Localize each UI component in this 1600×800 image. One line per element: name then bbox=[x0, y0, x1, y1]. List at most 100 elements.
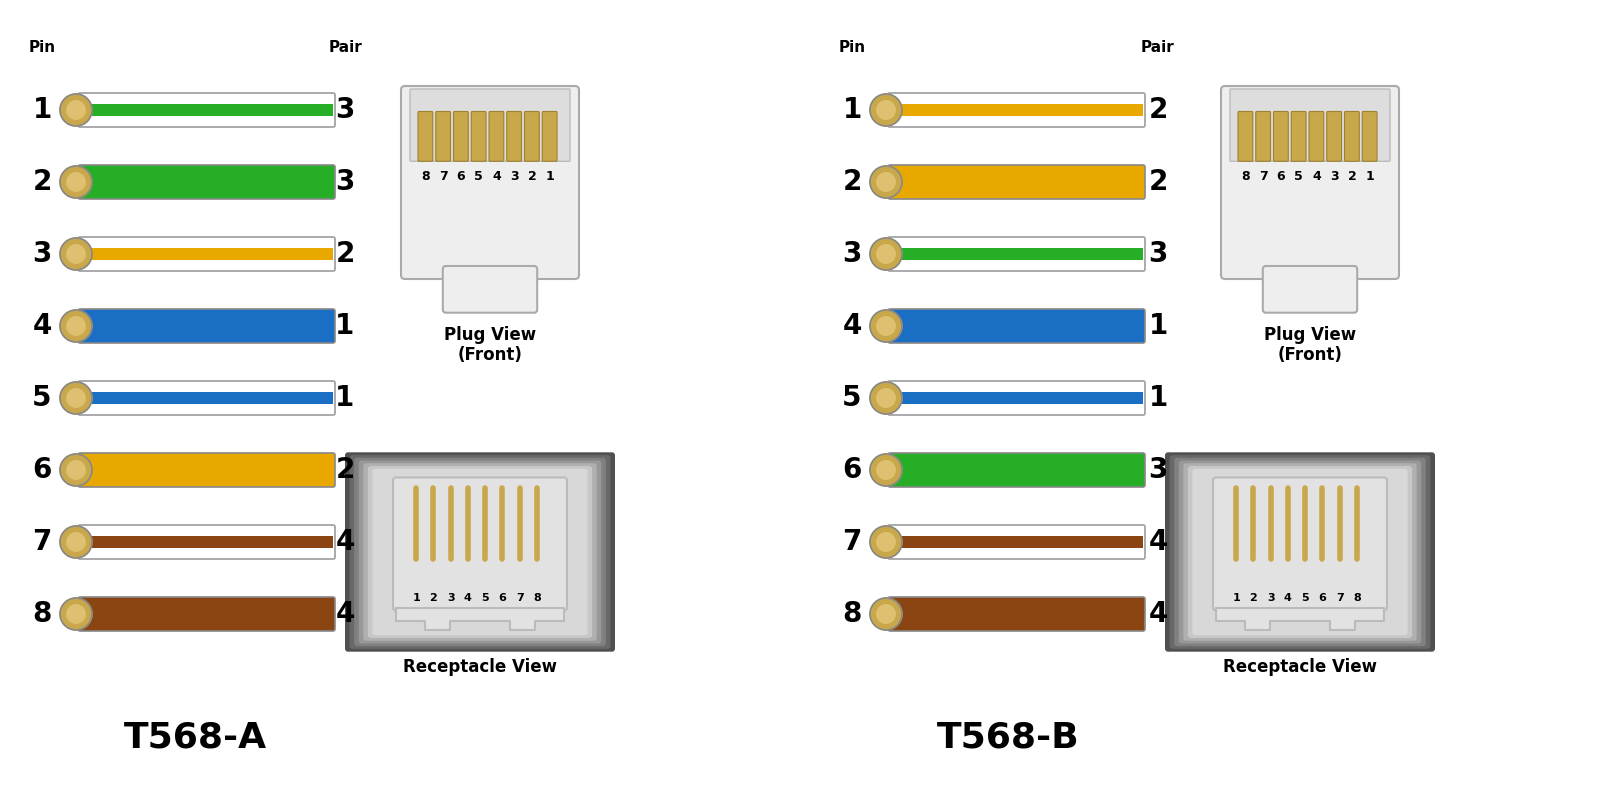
Text: 3: 3 bbox=[1330, 170, 1339, 182]
Text: 2: 2 bbox=[1149, 96, 1168, 124]
Text: Pair: Pair bbox=[1141, 40, 1174, 55]
FancyBboxPatch shape bbox=[1309, 111, 1323, 162]
Text: 6: 6 bbox=[456, 170, 466, 182]
FancyBboxPatch shape bbox=[1184, 463, 1416, 641]
FancyBboxPatch shape bbox=[525, 111, 539, 162]
Bar bbox=[890, 536, 1142, 548]
Circle shape bbox=[877, 317, 896, 335]
Text: 1: 1 bbox=[1232, 593, 1240, 602]
FancyBboxPatch shape bbox=[1238, 111, 1253, 162]
FancyBboxPatch shape bbox=[888, 597, 1146, 631]
Text: 7: 7 bbox=[842, 528, 862, 556]
Bar bbox=[80, 392, 333, 404]
Polygon shape bbox=[1216, 607, 1384, 630]
Text: 3: 3 bbox=[336, 96, 355, 124]
Text: 1: 1 bbox=[1365, 170, 1374, 182]
Text: 6: 6 bbox=[842, 456, 862, 484]
Text: 1: 1 bbox=[336, 312, 355, 340]
Text: 2: 2 bbox=[1347, 170, 1357, 182]
Text: Pair: Pair bbox=[328, 40, 362, 55]
Text: 3: 3 bbox=[446, 593, 454, 602]
Circle shape bbox=[61, 382, 93, 414]
Text: 4: 4 bbox=[1149, 600, 1168, 628]
Text: 8: 8 bbox=[421, 170, 430, 182]
Text: (Front): (Front) bbox=[1277, 346, 1342, 364]
Text: 4: 4 bbox=[493, 170, 501, 182]
FancyBboxPatch shape bbox=[368, 466, 592, 638]
Text: 3: 3 bbox=[32, 240, 51, 268]
FancyBboxPatch shape bbox=[363, 463, 597, 641]
Circle shape bbox=[67, 173, 85, 191]
FancyBboxPatch shape bbox=[78, 453, 334, 487]
Circle shape bbox=[67, 317, 85, 335]
FancyBboxPatch shape bbox=[410, 89, 570, 162]
Circle shape bbox=[61, 166, 93, 198]
FancyBboxPatch shape bbox=[490, 111, 504, 162]
Text: 5: 5 bbox=[482, 593, 490, 602]
Circle shape bbox=[870, 454, 902, 486]
Circle shape bbox=[61, 598, 93, 630]
FancyBboxPatch shape bbox=[888, 237, 1146, 271]
Text: Pin: Pin bbox=[29, 40, 56, 55]
FancyBboxPatch shape bbox=[472, 111, 486, 162]
FancyBboxPatch shape bbox=[888, 453, 1146, 487]
Text: 1: 1 bbox=[1149, 312, 1168, 340]
Circle shape bbox=[61, 454, 93, 486]
FancyBboxPatch shape bbox=[78, 309, 334, 343]
FancyBboxPatch shape bbox=[78, 165, 334, 199]
Text: 1: 1 bbox=[1149, 384, 1168, 412]
FancyBboxPatch shape bbox=[78, 597, 334, 631]
Circle shape bbox=[877, 461, 896, 479]
Text: 1: 1 bbox=[32, 96, 51, 124]
Text: 7: 7 bbox=[1259, 170, 1267, 182]
FancyBboxPatch shape bbox=[1230, 89, 1390, 162]
FancyBboxPatch shape bbox=[1362, 111, 1378, 162]
Text: 8: 8 bbox=[533, 593, 541, 602]
Circle shape bbox=[870, 166, 902, 198]
FancyBboxPatch shape bbox=[1213, 478, 1387, 610]
FancyBboxPatch shape bbox=[373, 469, 587, 635]
FancyBboxPatch shape bbox=[453, 111, 469, 162]
Text: 4: 4 bbox=[336, 600, 355, 628]
Circle shape bbox=[67, 461, 85, 479]
FancyBboxPatch shape bbox=[354, 458, 606, 646]
Text: Pin: Pin bbox=[838, 40, 866, 55]
FancyBboxPatch shape bbox=[78, 525, 334, 559]
Circle shape bbox=[877, 101, 896, 119]
Circle shape bbox=[67, 245, 85, 263]
FancyBboxPatch shape bbox=[358, 461, 602, 643]
Bar bbox=[890, 248, 1142, 260]
Text: 1: 1 bbox=[842, 96, 862, 124]
Circle shape bbox=[877, 173, 896, 191]
Text: 8: 8 bbox=[1354, 593, 1360, 602]
FancyBboxPatch shape bbox=[1291, 111, 1306, 162]
Text: T568-B: T568-B bbox=[936, 721, 1080, 755]
Text: 1: 1 bbox=[413, 593, 421, 602]
Text: 3: 3 bbox=[1149, 240, 1168, 268]
FancyBboxPatch shape bbox=[443, 266, 538, 313]
FancyBboxPatch shape bbox=[1344, 111, 1360, 162]
Circle shape bbox=[67, 101, 85, 119]
Text: 4: 4 bbox=[1149, 528, 1168, 556]
Polygon shape bbox=[397, 607, 563, 630]
FancyBboxPatch shape bbox=[1262, 266, 1357, 313]
Text: 4: 4 bbox=[32, 312, 51, 340]
Bar bbox=[80, 248, 333, 260]
Circle shape bbox=[61, 310, 93, 342]
FancyBboxPatch shape bbox=[78, 381, 334, 415]
Text: 6: 6 bbox=[1318, 593, 1326, 602]
Text: (Front): (Front) bbox=[458, 346, 523, 364]
Text: 5: 5 bbox=[842, 384, 862, 412]
Circle shape bbox=[61, 526, 93, 558]
Circle shape bbox=[67, 389, 85, 407]
Text: 4: 4 bbox=[464, 593, 472, 602]
FancyBboxPatch shape bbox=[418, 111, 432, 162]
FancyBboxPatch shape bbox=[1326, 111, 1341, 162]
Text: 8: 8 bbox=[32, 600, 51, 628]
Text: 7: 7 bbox=[1336, 593, 1344, 602]
Text: 4: 4 bbox=[1312, 170, 1320, 182]
Text: Receptacle View: Receptacle View bbox=[1222, 658, 1378, 675]
Bar bbox=[80, 104, 333, 116]
Text: 3: 3 bbox=[1267, 593, 1275, 602]
FancyBboxPatch shape bbox=[1179, 461, 1421, 643]
